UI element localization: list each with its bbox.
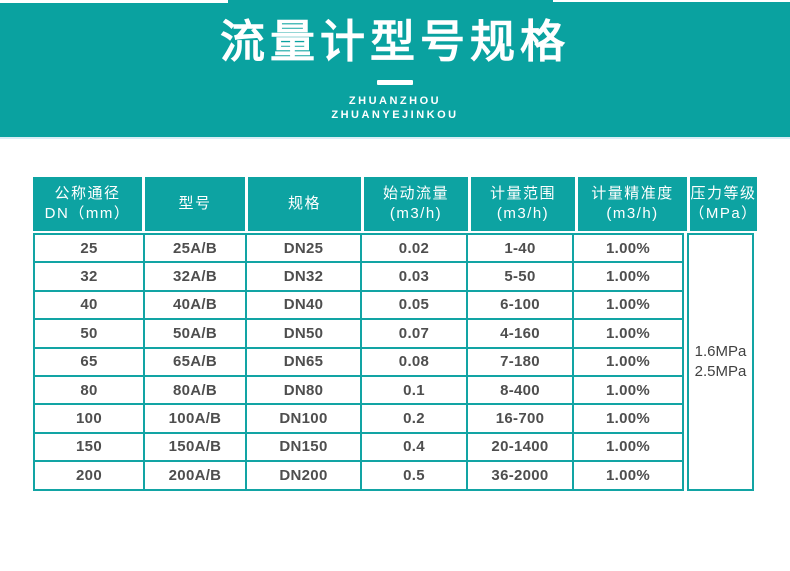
title-divider-dash bbox=[377, 80, 413, 85]
cell-accuracy: 1.00% bbox=[574, 348, 682, 375]
cell-start-flow: 0.1 bbox=[362, 376, 466, 404]
cell-model: 150A/B bbox=[145, 433, 245, 461]
cell-dn: 65 bbox=[35, 348, 143, 375]
cell-range: 5-50 bbox=[468, 263, 572, 290]
cell-spec: DN150 bbox=[247, 433, 360, 461]
cell-accuracy: 1.00% bbox=[574, 263, 682, 290]
banner-top-notch-right bbox=[553, 0, 790, 2]
cell-start-flow: 0.4 bbox=[362, 433, 466, 461]
cell-dn: 32 bbox=[35, 263, 143, 290]
cell-model: 200A/B bbox=[145, 462, 245, 489]
col-header-measuring-range: 计量范围 (m3/h) bbox=[471, 177, 575, 231]
table-body-grid: 25 25A/B DN25 0.02 1-40 1.00% 32 32A/B D… bbox=[33, 233, 684, 491]
banner-subtitle: ZHUANZHOU ZHUANYEJINKOU bbox=[0, 94, 790, 122]
cell-spec: DN65 bbox=[247, 348, 360, 375]
cell-start-flow: 0.2 bbox=[362, 405, 466, 432]
cell-range: 7-180 bbox=[468, 348, 572, 375]
banner-top-notch-left bbox=[0, 0, 228, 3]
cell-model: 25A/B bbox=[145, 235, 245, 262]
cell-dn: 150 bbox=[35, 433, 143, 461]
spec-table: 公称通径 DN（mm） 型号 规格 始动流量 (m3/h) 计量范围 (m3/h… bbox=[33, 177, 757, 491]
cell-model: 40A/B bbox=[145, 291, 245, 319]
col-header-sublabel: (m3/h) bbox=[496, 205, 550, 222]
cell-range: 8-400 bbox=[468, 376, 572, 404]
cell-model: 32A/B bbox=[145, 263, 245, 290]
cell-dn: 40 bbox=[35, 291, 143, 319]
page-title: 流量计型号规格 bbox=[219, 16, 570, 67]
cell-model: 65A/B bbox=[145, 348, 245, 375]
cell-range: 1-40 bbox=[468, 235, 572, 262]
cell-range: 16-700 bbox=[468, 405, 572, 432]
cell-range: 20-1400 bbox=[468, 433, 572, 461]
cell-accuracy: 1.00% bbox=[574, 376, 682, 404]
cell-spec: DN25 bbox=[247, 235, 360, 262]
cell-spec: DN32 bbox=[247, 263, 360, 290]
col-header-label: 型号 bbox=[178, 195, 212, 212]
cell-spec: DN50 bbox=[247, 320, 360, 347]
cell-start-flow: 0.08 bbox=[362, 348, 466, 375]
cell-model: 50A/B bbox=[145, 320, 245, 347]
cell-accuracy: 1.00% bbox=[574, 291, 682, 319]
cell-accuracy: 1.00% bbox=[574, 405, 682, 432]
cell-start-flow: 0.02 bbox=[362, 235, 466, 262]
cell-accuracy: 1.00% bbox=[574, 235, 682, 262]
cell-range: 36-2000 bbox=[468, 462, 572, 489]
pressure-value-1: 1.6MPa bbox=[694, 342, 747, 360]
cell-dn: 100 bbox=[35, 405, 143, 432]
cell-accuracy: 1.00% bbox=[574, 433, 682, 461]
cell-dn: 50 bbox=[35, 320, 143, 347]
pressure-rating-merged-cell: 1.6MPa 2.5MPa bbox=[687, 233, 754, 491]
cell-spec: DN80 bbox=[247, 376, 360, 404]
cell-dn: 25 bbox=[35, 235, 143, 262]
banner-subtitle-line1: ZHUANZHOU bbox=[348, 95, 442, 107]
cell-start-flow: 0.07 bbox=[362, 320, 466, 347]
cell-spec: DN40 bbox=[247, 291, 360, 319]
col-header-sublabel: (m3/h) bbox=[606, 205, 659, 222]
col-header-nominal-diameter: 公称通径 DN（mm） bbox=[33, 177, 142, 231]
cell-range: 4-160 bbox=[468, 320, 572, 347]
cell-dn: 80 bbox=[35, 376, 143, 404]
cell-start-flow: 0.5 bbox=[362, 462, 466, 489]
col-header-model: 型号 bbox=[145, 177, 245, 231]
col-header-sublabel: DN（mm） bbox=[44, 205, 131, 222]
cell-range: 6-100 bbox=[468, 291, 572, 319]
col-header-label: 始动流量 bbox=[382, 185, 449, 202]
col-header-accuracy: 计量精准度 (m3/h) bbox=[578, 177, 687, 231]
cell-spec: DN100 bbox=[247, 405, 360, 432]
cell-accuracy: 1.00% bbox=[574, 320, 682, 347]
banner: 流量计型号规格 ZHUANZHOU ZHUANYEJINKOU bbox=[0, 0, 790, 139]
col-header-label: 公称通径 bbox=[54, 185, 121, 202]
cell-model: 100A/B bbox=[145, 405, 245, 432]
cell-model: 80A/B bbox=[145, 376, 245, 404]
cell-spec: DN200 bbox=[247, 462, 360, 489]
cell-start-flow: 0.03 bbox=[362, 263, 466, 290]
col-header-label: 计量精准度 bbox=[591, 185, 674, 202]
cell-accuracy: 1.00% bbox=[574, 462, 682, 489]
cell-dn: 200 bbox=[35, 462, 143, 489]
col-header-label: 压力等级 bbox=[690, 185, 757, 202]
col-header-start-flow: 始动流量 (m3/h) bbox=[364, 177, 468, 231]
col-header-spec: 规格 bbox=[248, 177, 361, 231]
table-body: 25 25A/B DN25 0.02 1-40 1.00% 32 32A/B D… bbox=[33, 233, 757, 491]
col-header-sublabel: (m3/h) bbox=[389, 205, 443, 222]
table-header-row: 公称通径 DN（mm） 型号 规格 始动流量 (m3/h) 计量范围 (m3/h… bbox=[33, 177, 757, 231]
pressure-value-2: 2.5MPa bbox=[694, 362, 747, 380]
col-header-sublabel: （MPa） bbox=[689, 205, 758, 222]
cell-start-flow: 0.05 bbox=[362, 291, 466, 319]
col-header-label: 规格 bbox=[287, 195, 321, 212]
banner-subtitle-line2: ZHUANYEJINKOU bbox=[331, 109, 459, 121]
col-header-pressure-rating: 压力等级 （MPa） bbox=[689, 177, 758, 231]
col-header-label: 计量范围 bbox=[489, 185, 556, 202]
